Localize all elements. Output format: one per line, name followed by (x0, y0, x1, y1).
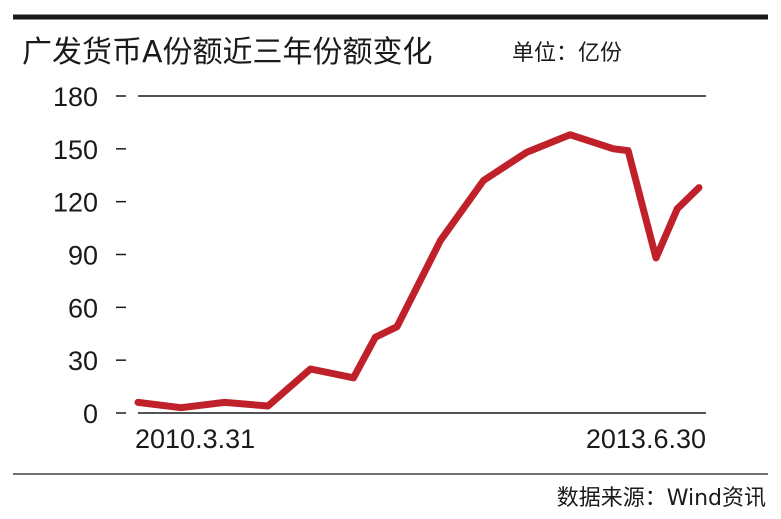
chart-title: 广发货币A份额近三年份额变化 (22, 35, 433, 70)
data-point (179, 406, 183, 410)
y-tick-label: 60 (68, 293, 98, 323)
y-tick-label: 30 (68, 346, 98, 376)
y-tick-label: 0 (83, 399, 98, 429)
data-point (675, 207, 679, 211)
data-point (612, 147, 616, 151)
data-point (395, 325, 399, 329)
data-point (525, 150, 529, 154)
data-point (266, 404, 270, 408)
data-point (136, 400, 140, 404)
unit-label: 单位：亿份 (512, 41, 622, 66)
data-point (352, 376, 356, 380)
data-point (373, 335, 377, 339)
series-line-0 (134, 131, 703, 412)
x-tick-label-end: 2013.6.30 (586, 424, 706, 454)
data-point (223, 400, 227, 404)
data-point (697, 186, 701, 190)
data-point (626, 149, 630, 153)
plot-area: 0 30 60 90 120 150 180 2010.3.31 2013.6.30 (53, 82, 706, 454)
x-tick-label-start: 2010.3.31 (135, 424, 255, 454)
data-point (568, 133, 572, 137)
y-tick-label: 120 (53, 188, 98, 218)
data-point (482, 179, 486, 183)
source-note: 数据来源：Wind资讯 (557, 486, 766, 511)
data-point (654, 256, 658, 260)
y-tick-label: 150 (53, 135, 98, 165)
y-tick-label: 90 (68, 241, 98, 271)
data-point (309, 367, 313, 371)
data-point (439, 238, 443, 242)
y-tick-label: 180 (53, 82, 98, 112)
